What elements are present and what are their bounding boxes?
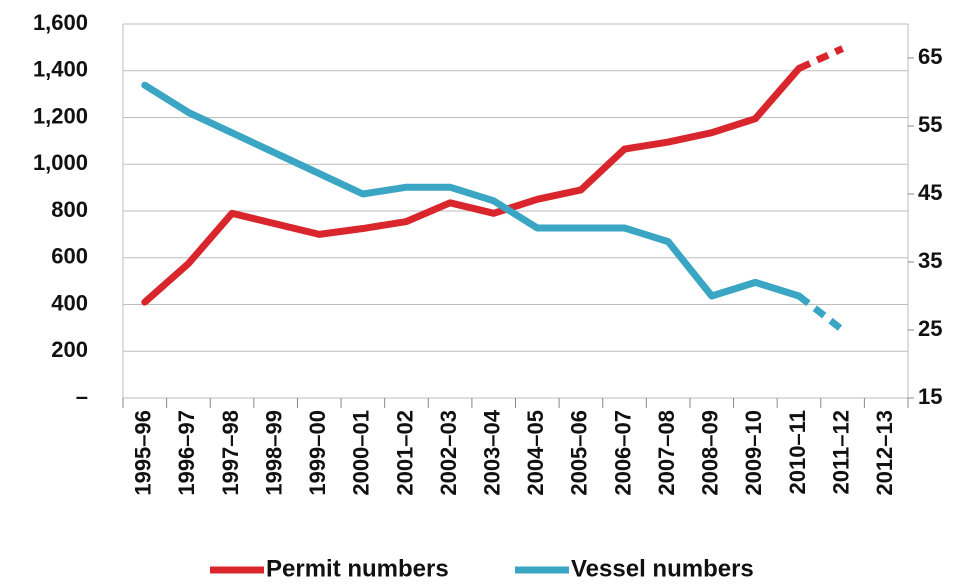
x-tick-label: 2008–09: [698, 410, 723, 496]
x-tick-label: 2007–08: [654, 410, 679, 496]
series-line: [141, 64, 803, 306]
x-tick-label: 2002–03: [436, 410, 461, 496]
x-tick-label: 1997–98: [218, 410, 243, 496]
x-tick-label: 1998–99: [261, 410, 286, 496]
y-tick-label: –: [76, 384, 88, 409]
y-tick-label: 800: [51, 197, 88, 222]
y2-tick-label: 35: [918, 248, 942, 273]
legend-label: Permit numbers: [266, 555, 449, 582]
y2-tick-label: 25: [918, 316, 942, 341]
x-tick-label: 2004–05: [523, 410, 548, 496]
y2-tick-label: 65: [918, 44, 942, 69]
y2-tick-label: 45: [918, 180, 942, 205]
x-tick-label: 2011–12: [828, 410, 853, 494]
y-tick-label: 1,600: [33, 10, 88, 35]
y-tick-label: 200: [51, 337, 88, 362]
x-tick-label: 2010–11: [785, 410, 810, 494]
x-tick-label: 1996–97: [174, 410, 199, 496]
x-tick-label: 2003–04: [480, 409, 505, 495]
y2-tick-label: 55: [918, 112, 942, 137]
x-tick-label: 1995–96: [131, 410, 156, 496]
y-tick-label: 400: [51, 290, 88, 315]
x-tick-label: 2005–06: [567, 410, 592, 496]
x-tick-label: 2009–10: [741, 410, 766, 496]
y2-tick-label: 15: [918, 384, 942, 409]
x-tick-label: 1999–00: [305, 410, 330, 496]
y-tick-label: 1,200: [33, 103, 88, 128]
y-tick-label: 600: [51, 244, 88, 269]
x-tick-label: 2012–13: [872, 410, 897, 496]
y-tick-label: 1,000: [33, 150, 88, 175]
y-tick-label: 1,400: [33, 57, 88, 82]
series-line-projected: [797, 45, 845, 72]
legend-label: Vessel numbers: [571, 555, 754, 582]
x-tick-label: 2000–01: [349, 410, 374, 496]
series-line: [141, 81, 803, 300]
x-tick-label: 2001–02: [392, 410, 417, 496]
series-line-projected: [796, 293, 845, 333]
x-tick-label: 2006–07: [610, 410, 635, 496]
